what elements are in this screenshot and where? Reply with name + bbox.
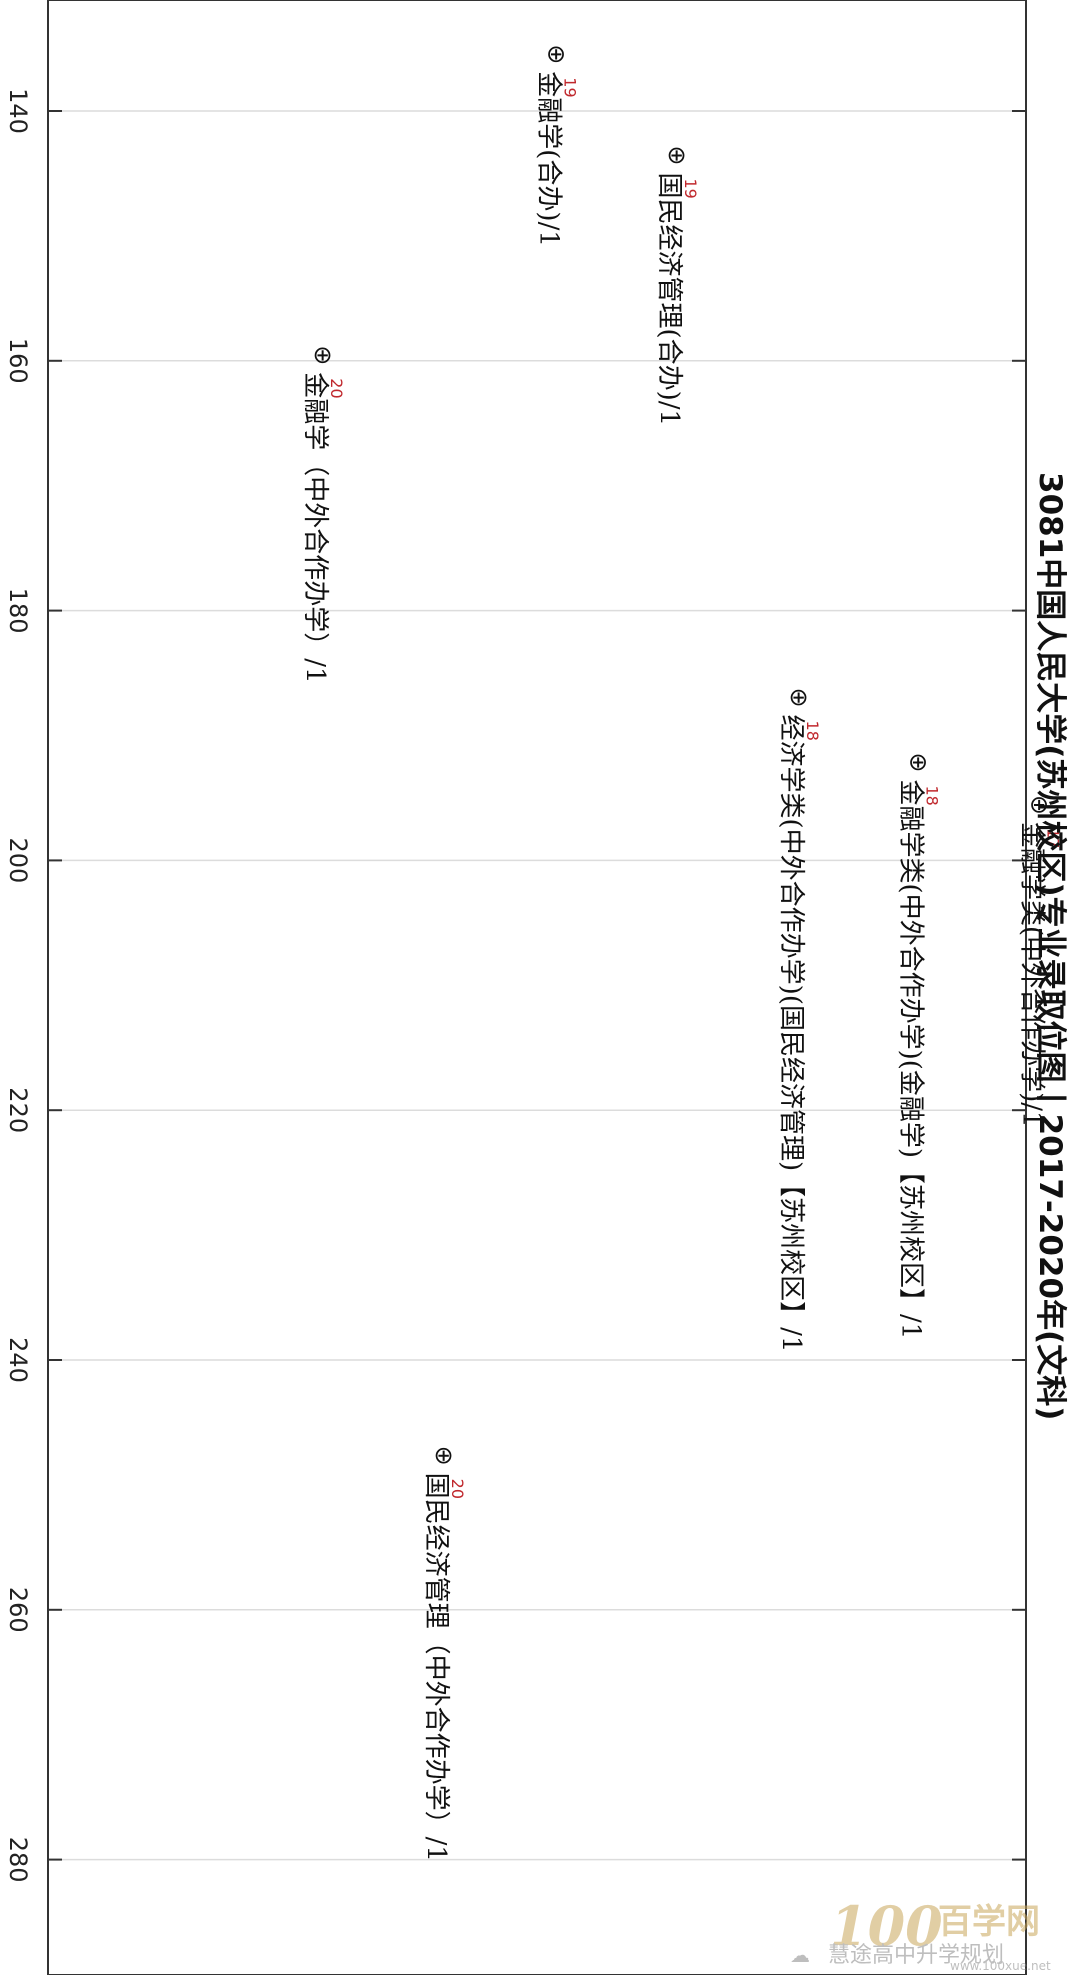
point-year-label: 18: [803, 721, 822, 741]
point-marker: ⊕: [309, 345, 337, 365]
point-year-label: 19: [681, 178, 700, 198]
point-label: 经济学类(中外合作办学)(国民经济管理)【苏州校区】/1: [776, 715, 806, 1353]
point-marker: ⊕: [785, 687, 813, 707]
axis-ticks: 140 160 180 200 220 240 260 280: [4, 88, 1026, 1883]
tick-label: 240: [4, 1337, 32, 1383]
chart-title: 3081中国人民大学(苏州校区)专业录取位图丨2017-2020年(文科): [1032, 472, 1068, 1420]
point-year-label: 19: [561, 77, 580, 97]
point-marker: ⊕: [663, 145, 691, 165]
point-marker: ⊕: [543, 44, 571, 64]
watermark: 100 百学网 ☁ 慧途高中升学规划 www.100xue.net: [790, 1890, 1080, 1975]
watermark-account: 慧途高中升学规划: [828, 1943, 1004, 1968]
point-label: 金融学类(中外合作办学)(金融学)【苏州校区】/1: [895, 779, 925, 1339]
plot-frame: [47, 0, 1027, 1975]
point-marker: ⊕: [1026, 795, 1054, 815]
tick-label: 220: [4, 1087, 32, 1133]
point-marker: ⊕: [904, 752, 932, 772]
point-year-label: 18: [922, 785, 941, 805]
tick-label: 180: [4, 588, 32, 634]
point-year-label: 20: [448, 1479, 467, 1499]
point-year-label: 20: [327, 378, 346, 398]
point-label: 金融学（中外合作办学）/1: [300, 372, 330, 683]
tick-label: 160: [4, 338, 32, 384]
point-label: 国民经济管理（中外合作办学）/1: [421, 1473, 451, 1862]
grid-lines: [48, 110, 1026, 1861]
tick-label: 140: [4, 88, 32, 134]
point-year-label: 17: [1044, 828, 1063, 848]
watermark-logo-numeral: 100: [830, 1894, 943, 1958]
tick-label: 260: [4, 1587, 32, 1633]
point-label: 金融学类(中外合作办学)/1: [1017, 822, 1047, 1128]
tick-label: 200: [4, 837, 32, 883]
watermark-logo-text: 百学网: [938, 1902, 1040, 1942]
watermark-url: www.100xue.net: [950, 1959, 1051, 1973]
wechat-icon: ☁: [790, 1943, 810, 1967]
point-label: 国民经济管理(合办)/1: [654, 172, 684, 426]
point-marker: ⊕: [430, 1446, 458, 1466]
point-label: 金融学(合办)/1: [534, 71, 564, 247]
tick-label: 280: [4, 1837, 32, 1883]
